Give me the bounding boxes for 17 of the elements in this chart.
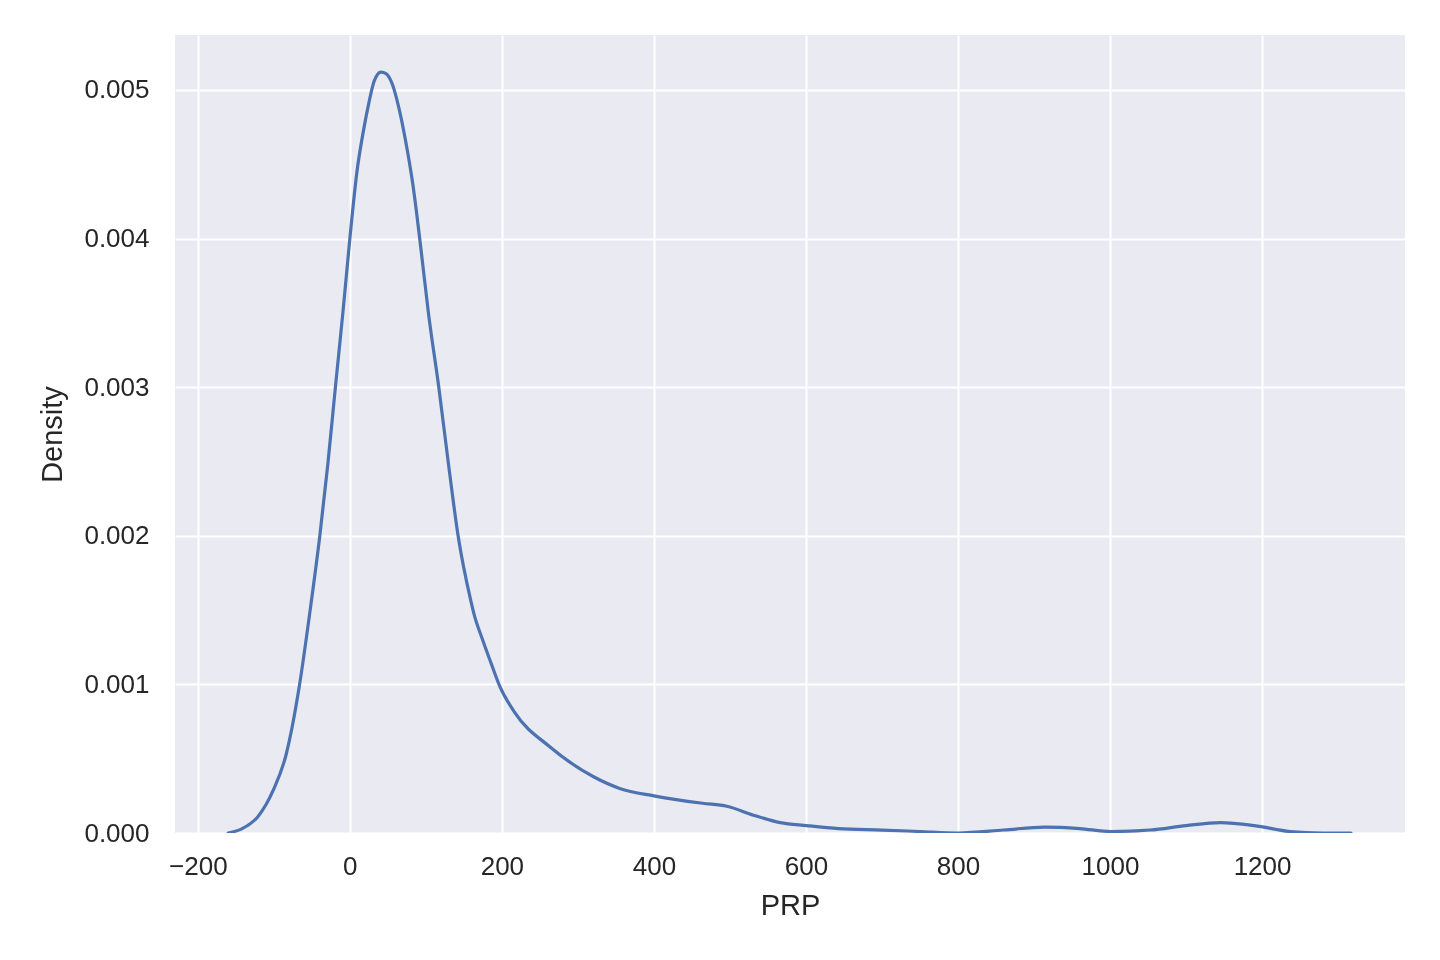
- x-tick-label: 200: [480, 850, 525, 881]
- y-axis-title: Density: [36, 385, 69, 483]
- y-tick-label: 0.001: [84, 668, 150, 699]
- y-tick-label: 0.004: [84, 223, 150, 254]
- x-tick-label: 0: [343, 850, 358, 881]
- x-tick-label: 1000: [1081, 850, 1140, 881]
- x-tick-label: 600: [784, 850, 829, 881]
- y-tick-label: 0.005: [84, 74, 150, 105]
- x-axis-title: PRP: [760, 888, 821, 921]
- y-tick-label: 0.003: [84, 371, 150, 402]
- line-series: [226, 70, 1353, 833]
- x-tick-label: 400: [632, 850, 677, 881]
- y-tick-label: 0.000: [84, 817, 150, 848]
- x-tick-label: −200: [169, 850, 228, 881]
- x-tick-label: 800: [936, 850, 981, 881]
- x-tick-label: 1200: [1233, 850, 1292, 881]
- y-tick-label: 0.002: [84, 520, 150, 551]
